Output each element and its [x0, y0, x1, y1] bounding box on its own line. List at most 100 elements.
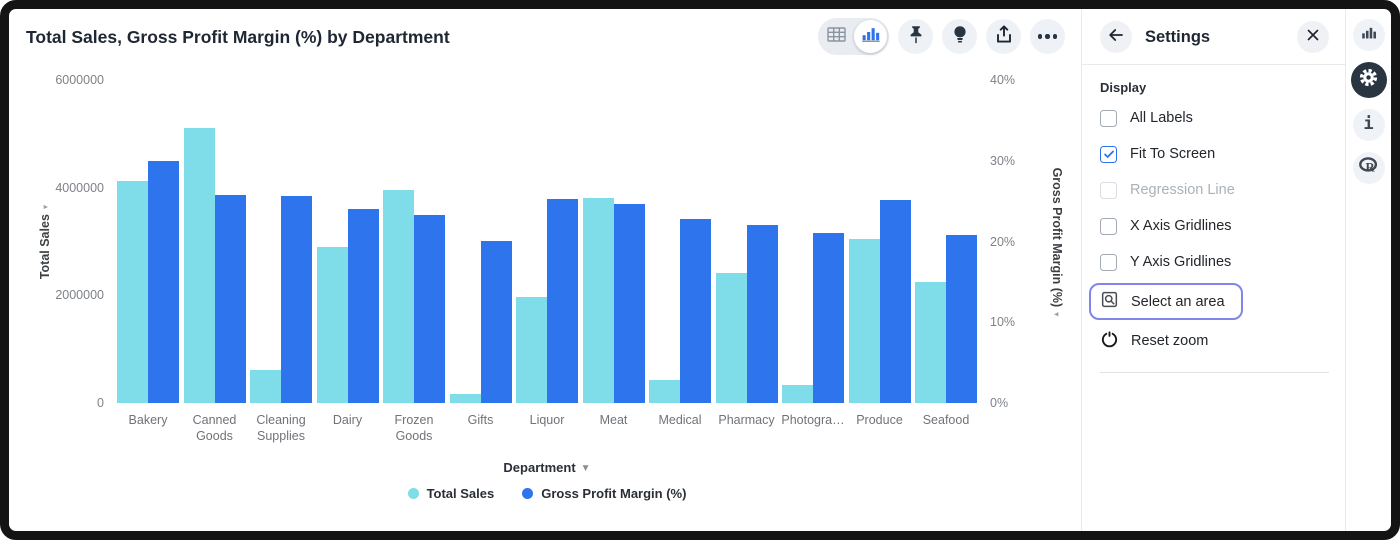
checkbox[interactable] — [1100, 217, 1117, 235]
gross-profit-margin-bar[interactable] — [879, 200, 911, 403]
legend-item[interactable]: Gross Profit Margin (%) — [522, 486, 686, 501]
x-tick-label[interactable]: Photogra… — [781, 413, 845, 427]
option-label: X Axis Gridlines — [1130, 218, 1232, 234]
checkbox[interactable] — [1100, 253, 1117, 271]
total-sales-bar[interactable] — [582, 197, 614, 403]
option-row-x-axis-gridlines[interactable]: X Axis Gridlines — [1100, 208, 1329, 244]
bar-group-frozen-goods[interactable] — [383, 80, 445, 403]
bar-group-liquor[interactable] — [516, 80, 578, 403]
x-tick-slot: Photogra… — [781, 412, 845, 445]
table-view-toggle[interactable] — [820, 20, 853, 53]
total-sales-bar[interactable] — [715, 273, 747, 403]
gross-profit-margin-bar[interactable] — [746, 225, 778, 403]
gross-profit-margin-bar[interactable] — [813, 232, 844, 403]
x-tick-label[interactable]: Cleaning Supplies — [256, 413, 306, 444]
bar-group-bakery[interactable] — [117, 80, 179, 403]
x-tick-label[interactable]: Pharmacy — [718, 413, 775, 427]
rail-button-gear-icon[interactable] — [1350, 62, 1387, 98]
x-tick-label[interactable]: Canned Goods — [192, 413, 237, 444]
option-row-y-axis-gridlines[interactable]: Y Axis Gridlines — [1100, 244, 1329, 280]
gross-profit-margin-bar[interactable] — [547, 198, 578, 403]
chart-legend: Total Sales Gross Profit Margin (%) — [117, 486, 977, 501]
gross-profit-margin-bar[interactable] — [946, 235, 977, 403]
bar-group-canned-goods[interactable] — [183, 80, 246, 403]
x-tick-label[interactable]: Gifts — [467, 413, 494, 427]
svg-text:R: R — [1366, 161, 1376, 175]
explore-button[interactable] — [942, 19, 977, 54]
dropdown-arrow-icon: ▼ — [580, 463, 591, 474]
gross-profit-margin-bar[interactable] — [214, 194, 246, 403]
x-tick-label[interactable]: Seafood — [922, 413, 970, 427]
action-select-an-area[interactable]: Select an area — [1089, 283, 1243, 320]
total-sales-bar[interactable] — [117, 181, 148, 403]
option-row-fit-to-screen[interactable]: Fit To Screen — [1100, 136, 1329, 172]
total-sales-bar[interactable] — [316, 246, 348, 403]
bar-chart-icon — [861, 26, 880, 47]
total-sales-bar[interactable] — [782, 385, 813, 403]
y-axis-left-title[interactable]: Total Sales▾ — [38, 204, 52, 279]
legend-item[interactable]: Total Sales — [407, 486, 494, 501]
plot-area[interactable]: Total Sales▾ Gross Profit Margin (%)▾ 0 2… — [38, 73, 1064, 410]
x-tick-label[interactable]: Dairy — [332, 413, 363, 427]
chart-toolbar — [818, 18, 1065, 55]
bar-group-cleaning-supplies[interactable] — [250, 80, 312, 403]
total-sales-bar[interactable] — [848, 238, 880, 403]
pin-button[interactable] — [898, 19, 933, 54]
more-button[interactable] — [1030, 19, 1065, 54]
total-sales-bar[interactable] — [449, 393, 481, 403]
bar-group-produce[interactable] — [848, 80, 911, 403]
chart-card: Total Sales, Gross Profit Margin (%) by … — [9, 9, 1081, 531]
x-tick-label[interactable]: Frozen Goods — [394, 413, 434, 444]
bar-group-gifts[interactable] — [449, 80, 512, 403]
bar-group-pharmacy[interactable] — [715, 80, 778, 403]
checkbox — [1100, 181, 1117, 199]
x-tick-slot: Pharmacy — [716, 412, 778, 445]
rail-button-bar-chart-icon[interactable] — [1352, 19, 1385, 51]
close-button[interactable] — [1297, 21, 1329, 53]
info-icon: i — [1363, 114, 1374, 134]
back-button[interactable] — [1100, 21, 1132, 53]
total-sales-bar[interactable] — [383, 189, 414, 403]
x-axis-title[interactable]: Department ▼ — [503, 460, 591, 475]
gross-profit-margin-bar[interactable] — [148, 160, 179, 403]
x-tick-slot: Meat — [583, 412, 645, 445]
x-tick-label[interactable]: Meat — [599, 413, 628, 427]
gross-profit-margin-bar[interactable] — [680, 218, 711, 403]
checkbox[interactable] — [1100, 145, 1117, 163]
x-tick-label[interactable]: Bakery — [128, 413, 168, 427]
bar-chart-icon — [1360, 24, 1377, 46]
gross-profit-margin-bar[interactable] — [613, 204, 645, 403]
rail-button-r-logo-icon[interactable]: R — [1352, 152, 1385, 184]
x-tick-label[interactable]: Produce — [856, 413, 903, 427]
x-tick-slot: Produce — [849, 412, 911, 445]
total-sales-bar[interactable] — [516, 296, 547, 403]
share-button[interactable] — [986, 19, 1021, 54]
checkbox[interactable] — [1100, 109, 1117, 127]
y-right-tick-label: 40% — [990, 73, 1016, 87]
total-sales-bar[interactable] — [250, 370, 281, 403]
total-sales-bar[interactable] — [649, 379, 680, 403]
x-tick-label[interactable]: Liquor — [529, 413, 565, 427]
gross-profit-margin-bar[interactable] — [347, 209, 379, 403]
x-tick-slot: Liquor — [516, 412, 578, 445]
gross-profit-margin-bar[interactable] — [414, 214, 445, 403]
bar-group-dairy[interactable] — [316, 80, 379, 403]
y-right-tick-label: 0% — [990, 396, 1009, 410]
y-axis-right-title[interactable]: Gross Profit Margin (%)▾ — [1050, 167, 1064, 316]
bar-group-meat[interactable] — [582, 80, 645, 403]
divider — [1100, 372, 1329, 373]
total-sales-bar[interactable] — [183, 127, 215, 403]
chart-view-toggle[interactable] — [854, 20, 887, 53]
bar-group-seafood[interactable] — [915, 80, 977, 403]
y-left-tick-label: 6000000 — [55, 73, 104, 87]
gear-icon — [1358, 67, 1379, 93]
rail-button-info-icon[interactable]: i — [1352, 109, 1385, 141]
bar-group-photogra-[interactable] — [782, 80, 844, 403]
x-tick-label[interactable]: Medical — [658, 413, 702, 427]
total-sales-bar[interactable] — [915, 281, 946, 403]
option-row-all-labels[interactable]: All Labels — [1100, 100, 1329, 136]
gross-profit-margin-bar[interactable] — [480, 240, 512, 403]
gross-profit-margin-bar[interactable] — [281, 196, 312, 403]
bar-group-medical[interactable] — [649, 80, 711, 403]
action-reset-zoom[interactable]: Reset zoom — [1100, 323, 1329, 359]
